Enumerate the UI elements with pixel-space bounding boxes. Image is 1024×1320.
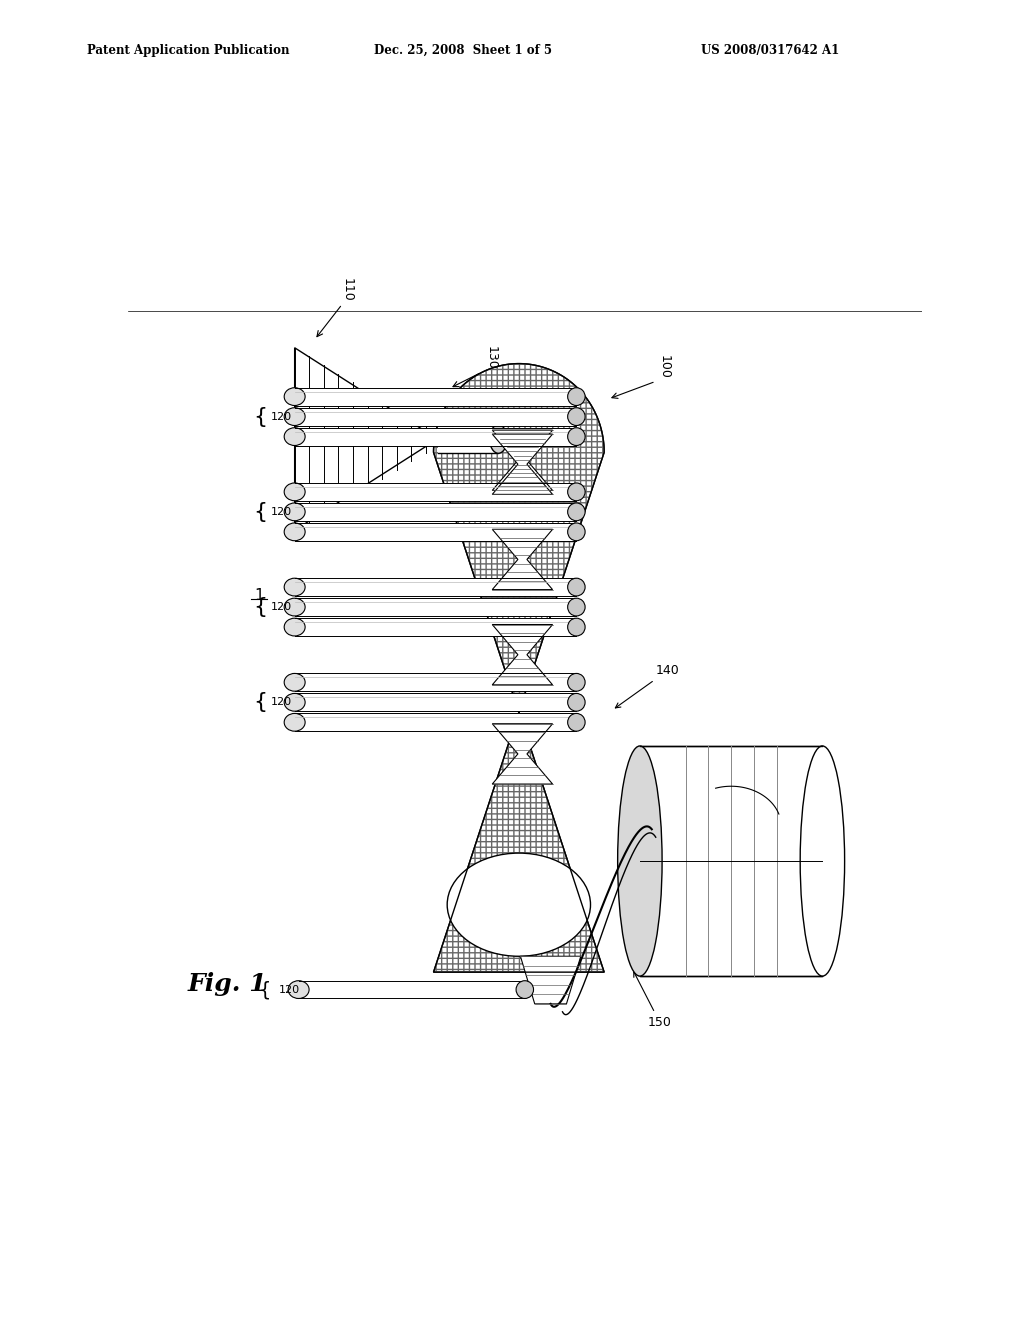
Text: {: { (253, 502, 267, 521)
Ellipse shape (567, 408, 585, 425)
Polygon shape (493, 434, 553, 495)
Text: 120: 120 (270, 697, 292, 708)
Ellipse shape (567, 388, 585, 405)
Bar (295, 713, 577, 731)
Text: 120: 120 (270, 412, 292, 421)
Ellipse shape (285, 388, 305, 405)
Ellipse shape (285, 523, 305, 541)
Polygon shape (493, 723, 553, 784)
Text: Dec. 25, 2008  Sheet 1 of 5: Dec. 25, 2008 Sheet 1 of 5 (374, 44, 552, 57)
Bar (295, 618, 577, 636)
Bar (295, 693, 577, 711)
Ellipse shape (285, 618, 305, 636)
Ellipse shape (285, 578, 305, 595)
Ellipse shape (447, 853, 591, 956)
Bar (295, 408, 577, 425)
Ellipse shape (285, 503, 305, 520)
Bar (437, 425, 499, 453)
Ellipse shape (567, 713, 585, 731)
Text: 1: 1 (254, 587, 264, 603)
Ellipse shape (800, 746, 845, 975)
Ellipse shape (567, 598, 585, 616)
Ellipse shape (285, 408, 305, 425)
Polygon shape (493, 529, 553, 590)
Polygon shape (493, 624, 553, 685)
Ellipse shape (489, 425, 507, 453)
Text: 120: 120 (270, 507, 292, 517)
Text: 120: 120 (270, 602, 292, 612)
Ellipse shape (285, 673, 305, 692)
Polygon shape (433, 363, 604, 972)
Ellipse shape (617, 746, 663, 975)
Bar (299, 981, 525, 998)
Bar (295, 523, 577, 541)
Bar (640, 746, 822, 975)
Ellipse shape (516, 981, 534, 998)
Ellipse shape (285, 693, 305, 711)
Bar (295, 578, 577, 595)
Ellipse shape (567, 483, 585, 500)
Text: {: { (253, 597, 267, 616)
Text: Fig. 1: Fig. 1 (187, 972, 267, 997)
Text: {: { (253, 407, 267, 426)
Bar (295, 673, 577, 692)
Text: {: { (258, 979, 270, 999)
Polygon shape (520, 956, 581, 1005)
Text: 140: 140 (615, 664, 680, 708)
Bar (295, 483, 577, 500)
Ellipse shape (288, 981, 309, 998)
Text: 120: 120 (279, 985, 300, 994)
Ellipse shape (285, 428, 305, 446)
Ellipse shape (567, 523, 585, 541)
Ellipse shape (567, 673, 585, 692)
Bar (295, 598, 577, 616)
Text: 100: 100 (658, 355, 671, 379)
Ellipse shape (285, 598, 305, 616)
Text: 110: 110 (341, 279, 353, 302)
Ellipse shape (285, 483, 305, 500)
Bar (295, 388, 577, 405)
Polygon shape (295, 347, 437, 531)
Text: US 2008/0317642 A1: US 2008/0317642 A1 (701, 44, 840, 57)
Text: 130: 130 (485, 346, 498, 370)
Text: {: { (253, 692, 267, 713)
Ellipse shape (567, 503, 585, 520)
Ellipse shape (567, 578, 585, 595)
Bar (295, 503, 577, 520)
Ellipse shape (567, 428, 585, 446)
Ellipse shape (285, 713, 305, 731)
Bar (295, 428, 577, 446)
Ellipse shape (567, 618, 585, 636)
Text: Patent Application Publication: Patent Application Publication (87, 44, 290, 57)
Text: 160: 160 (634, 876, 676, 929)
Polygon shape (493, 430, 553, 491)
Text: 150: 150 (634, 972, 672, 1028)
Ellipse shape (567, 693, 585, 711)
